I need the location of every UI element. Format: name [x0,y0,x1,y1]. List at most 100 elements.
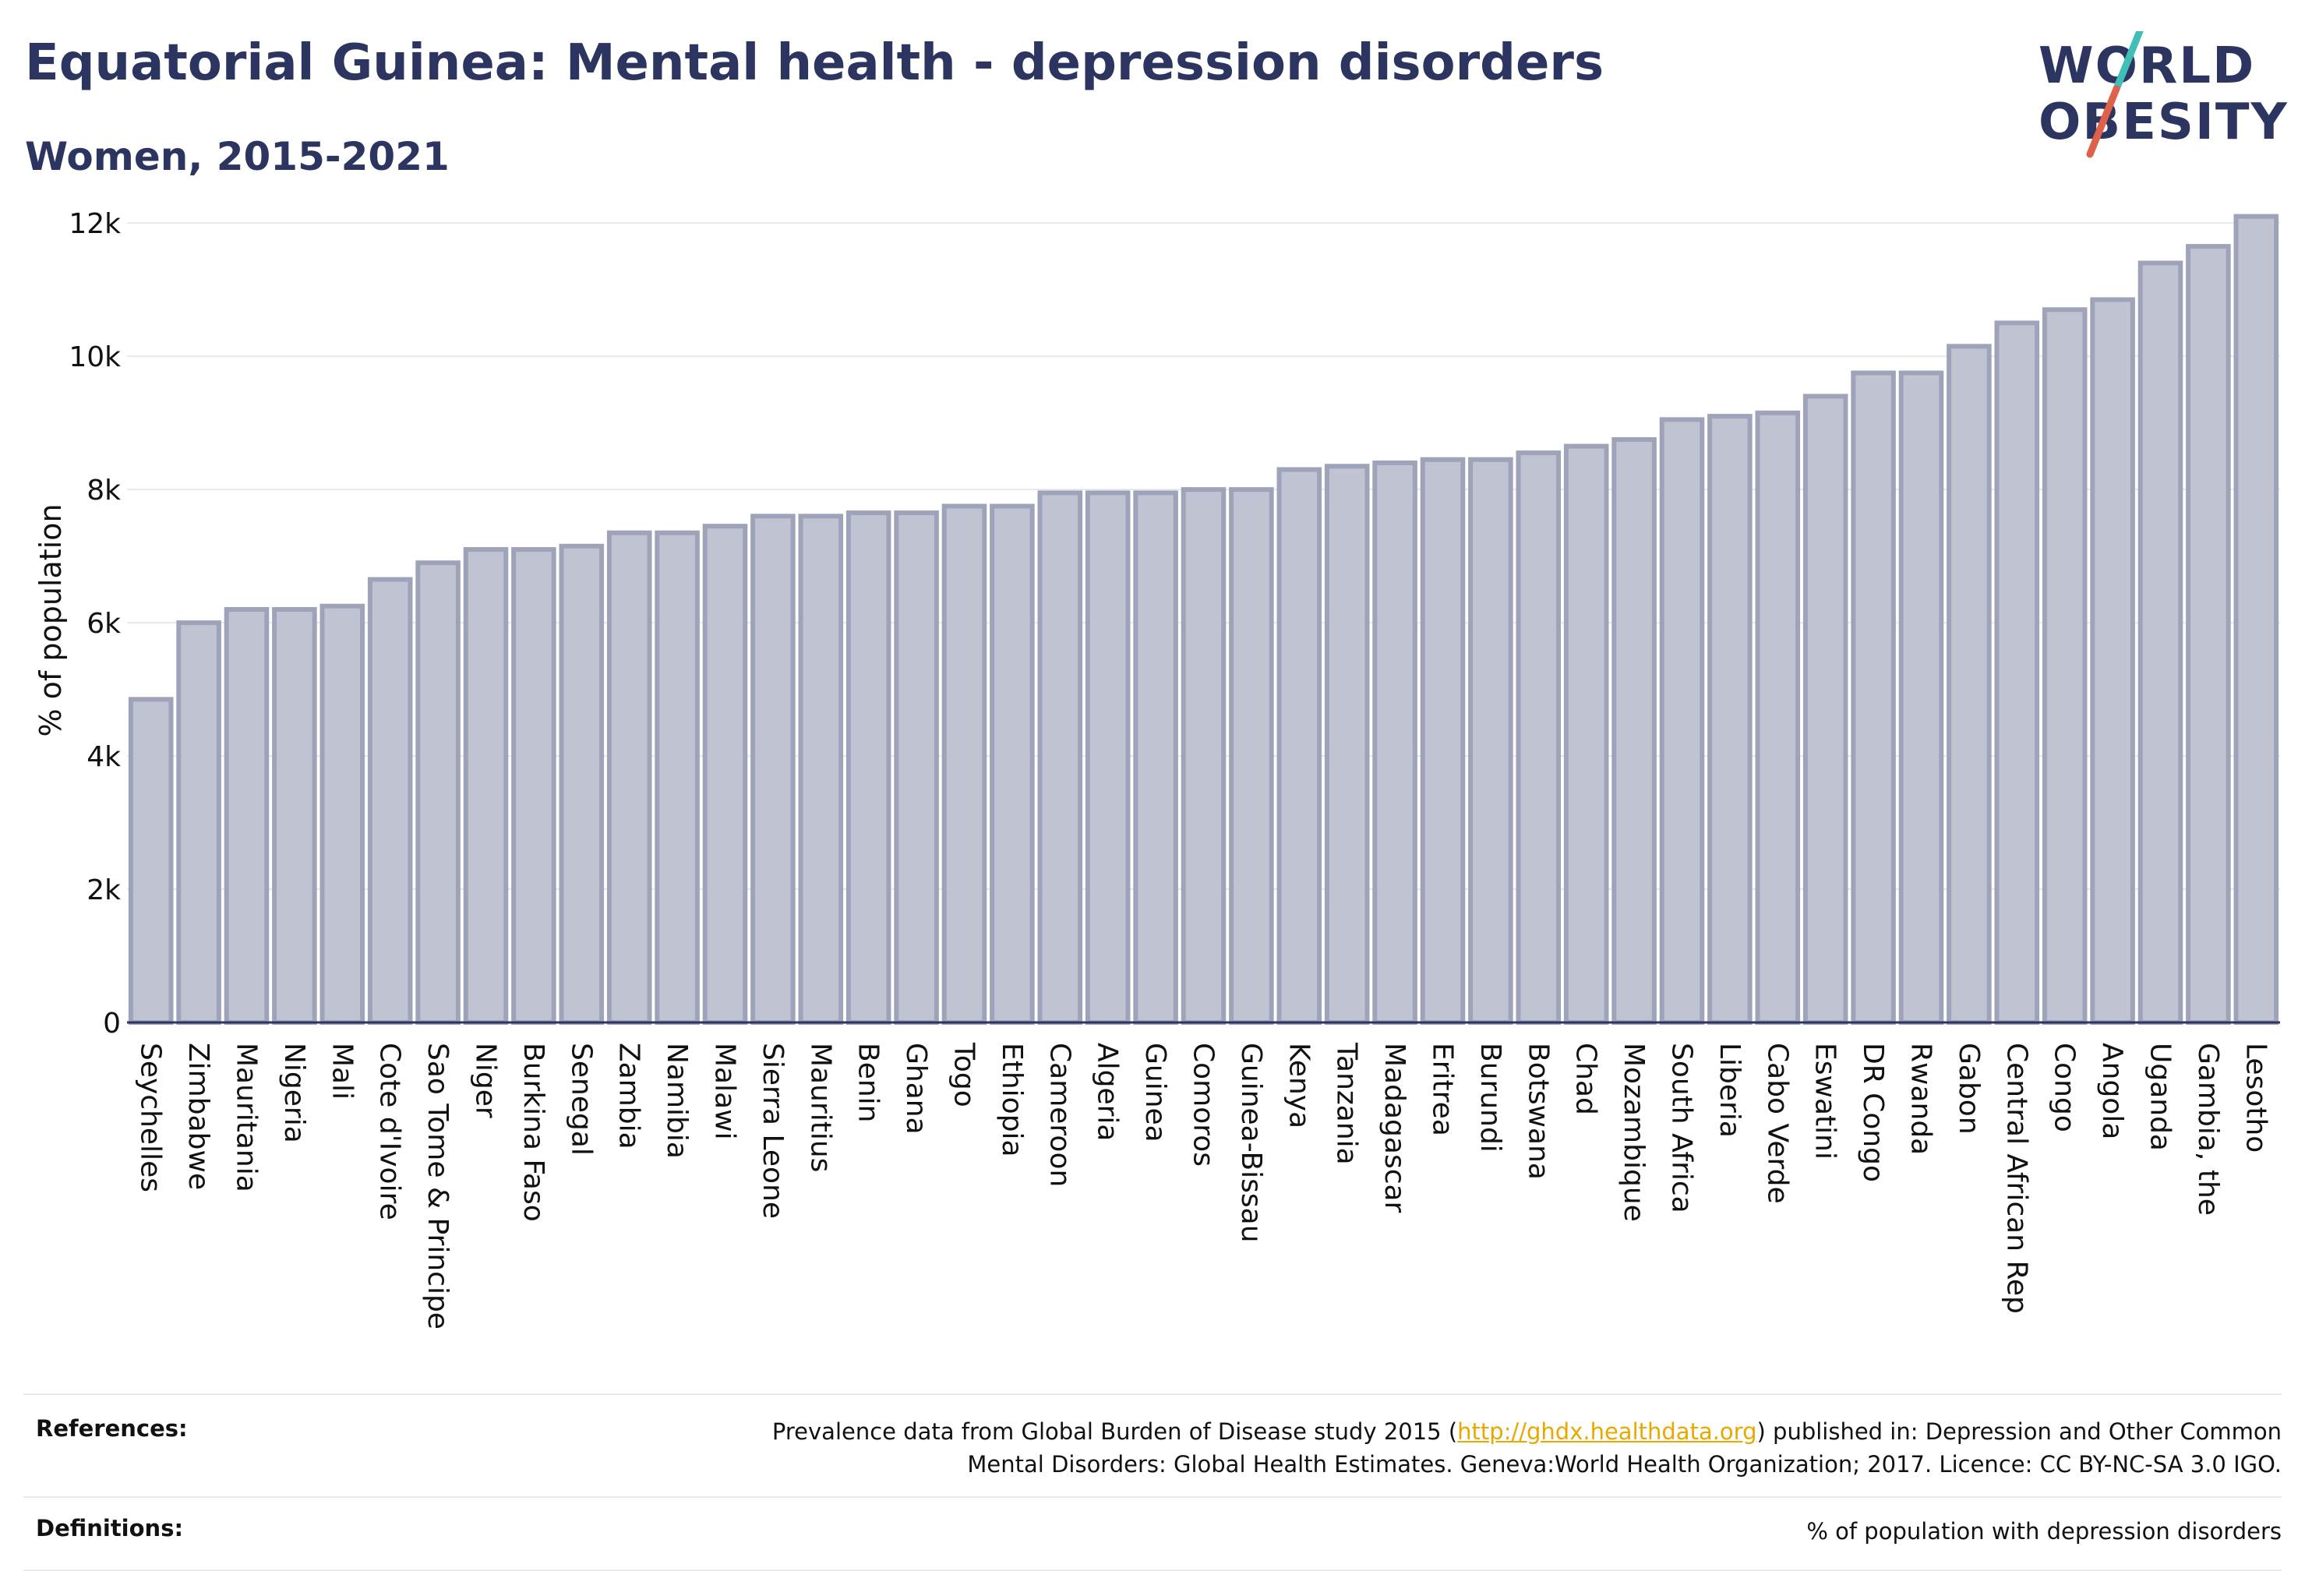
bar-nigeria [272,607,317,1025]
y-tick-label: 4k [86,741,121,773]
bar-eswatini [1802,394,1848,1025]
x-tick-label: Liberia [1714,1043,1746,1138]
bar-sierra-leone [750,514,796,1025]
x-tick-label: Eswatini [1809,1043,1841,1160]
bar-senegal [559,543,605,1025]
bar-chad [1563,443,1609,1025]
bar-guinea [1133,490,1178,1025]
x-tick-label: Guinea [1139,1043,1171,1142]
bar-rwanda [1898,370,1944,1025]
ghdx-link[interactable]: http://ghdx.healthdata.org [1457,1418,1757,1445]
x-tick-label: Burundi [1474,1043,1506,1153]
x-tick-label: Cameroon [1043,1043,1075,1187]
x-tick-label: Kenya [1283,1043,1315,1128]
y-tick-label: 12k [69,208,121,240]
x-tick-label: Zambia [613,1043,645,1149]
bar-central-african-rep [1994,320,2040,1025]
bar-sao-tome-principe [415,560,461,1025]
y-tick-label: 2k [86,874,121,906]
y-axis-ticks: 0 2k 4k 6k 8k 10k 12k [69,208,121,1040]
x-tick-label: Niger [470,1043,502,1118]
x-tick-label: Malawi [709,1043,741,1140]
x-tick-label: Gabon [1953,1043,1985,1135]
references-text-part2: ) published in: Depression and Other Com… [1756,1418,2282,1445]
definitions-label: Definitions: [36,1515,184,1541]
x-tick-label: Sao Tome & Principe [422,1043,454,1329]
bar-congo [2042,307,2088,1025]
bar-seychelles [128,697,174,1025]
bar-namibia [655,530,700,1025]
x-tick-label: Gambia, the [2192,1043,2224,1216]
bar-mauritania [224,607,270,1025]
y-tick-label: 6k [86,608,121,640]
bar-angola [2090,297,2135,1025]
bar-burkina-faso [511,547,556,1025]
bar-gambia-the [2186,244,2231,1025]
page-subtitle: Women, 2015-2021 [25,134,450,179]
bar-tanzania [1324,464,1370,1025]
x-tick-label: Lesotho [2240,1043,2271,1153]
logo-text-world: WORLD [2038,37,2256,95]
x-tick-label: Togo [948,1042,980,1107]
x-tick-label: Ethiopia [996,1043,1028,1157]
bar-comoros [1181,487,1227,1025]
x-tick-label: Nigeria [278,1043,310,1143]
logo-text-obesity: OBESITY [2038,94,2289,151]
x-tick-label: Burkina Faso [517,1043,549,1222]
references-label: References: [36,1415,188,1442]
x-tick-label: Sierra Leone [757,1043,789,1219]
y-tick-label: 0 [103,1008,121,1040]
bar-benin [845,510,891,1025]
definitions-row: Definitions: % of population with depres… [23,1498,2282,1571]
x-tick-label: Angola [2096,1043,2128,1139]
bar-burundi [1468,457,1513,1025]
x-tick-label: Ghana [900,1043,932,1135]
bar-uganda [2137,260,2183,1025]
bar-south-africa [1659,417,1705,1025]
logo-slash-icon [2086,31,2144,158]
bar-cabo-verde [1755,410,1801,1025]
bar-eritrea [1420,457,1466,1025]
references-text-line2: Mental Disorders: Global Health Estimate… [967,1451,2282,1478]
bar-cameroon [1037,490,1083,1025]
definitions-text: % of population with depression disorder… [1806,1518,2282,1545]
bar-zambia [606,530,652,1025]
bar-niger [463,547,509,1025]
x-tick-label: Chad [1570,1043,1602,1115]
x-tick-label: Congo [2049,1043,2081,1132]
bar-dr-congo [1851,370,1896,1025]
y-tick-label: 8k [86,475,121,507]
bar-kenya [1276,467,1322,1025]
x-tick-label: Senegal [565,1043,597,1156]
y-axis-label: % of population [34,503,68,736]
references-text: Prevalence data from Global Burden of Di… [772,1415,2282,1496]
bar-liberia [1707,414,1753,1025]
bar-ghana [894,510,939,1025]
bar-botswana [1516,450,1562,1025]
page-title: Equatorial Guinea: Mental health - depre… [25,34,1604,92]
x-tick-label: Seychelles [135,1043,167,1192]
bar-mozambique [1611,437,1657,1025]
x-tick-label: Tanzania [1331,1042,1363,1165]
bar-ethiopia [990,503,1035,1025]
bar-cote-d-ivoire [367,577,413,1025]
x-tick-label: Central African Rep [2000,1043,2032,1314]
x-tick-label: Madagascar [1378,1043,1410,1213]
bar-guinea-bissau [1229,487,1274,1025]
x-tick-label: Guinea-Bissau [1235,1043,1267,1243]
x-tick-label: Namibia [661,1043,693,1159]
bar-mauritius [798,514,844,1025]
bar-mali [319,603,365,1025]
bar-togo [941,503,987,1025]
references-row: References: Prevalence data from Global … [23,1395,2282,1498]
x-tick-label: Rwanda [1905,1043,1937,1155]
bar-zimbabwe [176,620,221,1025]
x-axis-ticks: Seychelles Zimbabwe Mauritania Nigeria Mali C… [135,1042,2272,1329]
bar-malawi [702,524,748,1025]
x-tick-label: Uganda [2144,1043,2176,1151]
x-tick-label: DR Congo [1857,1043,1889,1182]
x-tick-label: Botswana [1522,1043,1554,1180]
bar-algeria [1085,490,1131,1025]
world-obesity-logo: WORLD OBESITY [2026,31,2287,171]
y-tick-label: 10k [69,341,121,373]
